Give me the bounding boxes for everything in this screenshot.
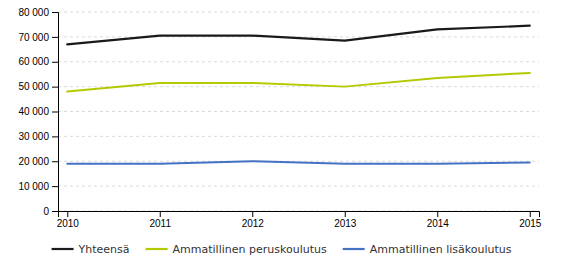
y-tick-label: 70 000: [18, 32, 49, 43]
series-line: [67, 161, 530, 163]
x-tick-mark: [252, 211, 253, 217]
grid-line: [58, 186, 539, 187]
legend-swatch: [52, 248, 74, 250]
x-tick: 2013: [334, 211, 357, 229]
y-tick-mark: [52, 12, 58, 13]
x-tick-label: 2012: [242, 218, 265, 229]
plot: 0 10 000 20 000 30 000 40 000 50 000 60 000 70 …: [18, 7, 541, 229]
y-tick-mark: [52, 211, 58, 212]
y-tick: 0: [43, 206, 58, 217]
x-tick: 2014: [427, 211, 450, 229]
y-tick-label: 10 000: [18, 181, 49, 192]
x-tick-mark: [530, 211, 531, 217]
x-tick-label: 2013: [334, 218, 357, 229]
grid-line: [58, 136, 539, 137]
legend-item: Yhteensä: [52, 243, 130, 256]
y-tick-mark: [52, 186, 58, 187]
y-tick-mark: [52, 37, 58, 38]
y-axis: 0 10 000 20 000 30 000 40 000 50 000 60 000 70 …: [18, 7, 58, 217]
series-line: [67, 26, 530, 45]
y-tick-label: 40 000: [18, 106, 49, 117]
y-tick-mark: [52, 161, 58, 162]
chart: 0 10 000 20 000 30 000 40 000 50 000 60 000 70 …: [0, 0, 563, 263]
x-tick-label: 2015: [519, 218, 542, 229]
y-tick: 80 000: [18, 7, 58, 18]
x-tick: 2015: [519, 211, 542, 229]
legend-swatch: [146, 248, 168, 250]
x-tick: 2011: [149, 211, 171, 229]
series-line: [67, 73, 530, 92]
legend-item: Ammatillinen lisäkoulutus: [343, 243, 512, 256]
y-tick-mark: [52, 62, 58, 63]
x-axis: 2010 2011 2012 2013 2014 2015: [57, 211, 542, 229]
y-tick-label: 80 000: [18, 7, 49, 18]
x-tick: 2012: [242, 211, 265, 229]
grid-line: [58, 61, 539, 62]
x-tick-mark: [437, 211, 438, 217]
y-axis-line: [52, 13, 59, 212]
x-tick-mark: [67, 211, 68, 217]
y-tick: 30 000: [18, 131, 58, 142]
y-tick-mark: [52, 87, 58, 88]
y-tick-label: 60 000: [18, 56, 49, 67]
legend-swatch: [343, 248, 365, 250]
x-tick-mark: [345, 211, 346, 217]
x-tick-mark: [160, 211, 161, 217]
legend: Yhteensä Ammatillinen peruskoulutus Ammati…: [52, 243, 512, 256]
y-tick: 70 000: [18, 32, 58, 43]
y-tick: 40 000: [18, 106, 58, 117]
grid-line: [58, 111, 539, 112]
y-tick: 50 000: [18, 81, 58, 92]
legend-label: Ammatillinen peruskoulutus: [173, 243, 327, 256]
y-tick-mark: [52, 136, 58, 137]
y-tick-label: 0: [43, 206, 49, 217]
y-tick-label: 30 000: [18, 131, 49, 142]
legend-label: Yhteensä: [78, 243, 130, 256]
x-tick-label: 2014: [427, 218, 450, 229]
x-tick: 2010: [57, 211, 80, 229]
grid-line: [58, 12, 539, 13]
y-tick: 60 000: [18, 56, 58, 67]
y-tick: 10 000: [18, 181, 58, 192]
grid: [58, 12, 539, 211]
x-axis-line: [59, 212, 540, 218]
lines: [67, 26, 530, 164]
legend-item: Ammatillinen peruskoulutus: [146, 243, 327, 256]
y-tick-label: 50 000: [18, 81, 49, 92]
x-tick-label: 2011: [149, 218, 171, 229]
x-tick-label: 2010: [57, 218, 80, 229]
y-tick-mark: [52, 112, 58, 113]
legend-label: Ammatillinen lisäkoulutus: [370, 243, 512, 256]
y-tick-label: 20 000: [18, 156, 49, 167]
y-tick: 20 000: [18, 156, 58, 167]
